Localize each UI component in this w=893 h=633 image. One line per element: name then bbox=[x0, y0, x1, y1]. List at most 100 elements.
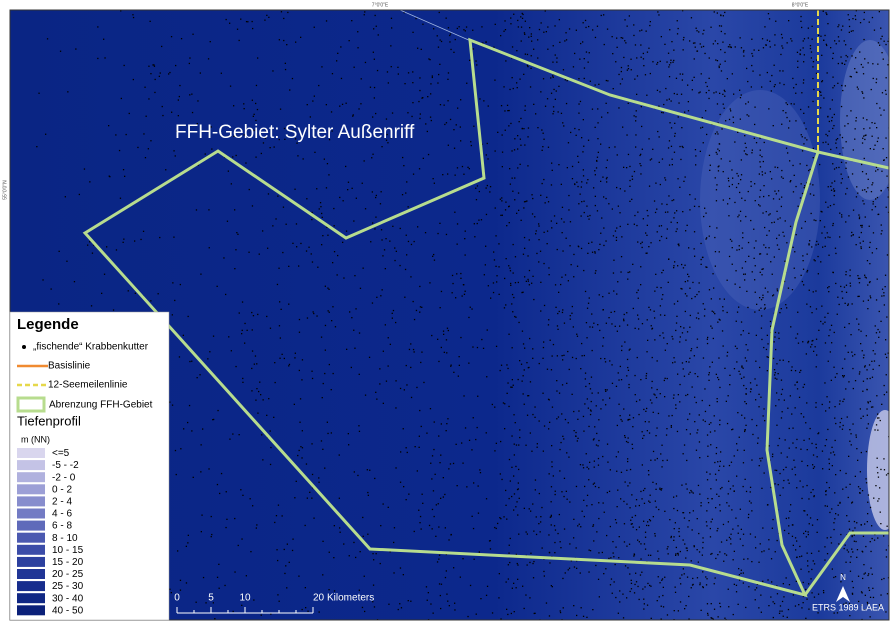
vessel-dot bbox=[288, 363, 291, 366]
vessel-dot bbox=[516, 212, 518, 214]
vessel-dot bbox=[772, 453, 774, 455]
vessel-dot bbox=[311, 370, 313, 372]
vessel-dot bbox=[858, 329, 860, 331]
vessel-dot bbox=[627, 102, 629, 104]
vessel-dot bbox=[758, 607, 760, 609]
vessel-dot bbox=[721, 128, 723, 130]
vessel-dot bbox=[627, 567, 629, 569]
vessel-dot bbox=[812, 77, 814, 80]
vessel-dot bbox=[640, 44, 642, 46]
vessel-dot bbox=[83, 168, 86, 170]
vessel-dot bbox=[485, 187, 487, 189]
vessel-dot bbox=[799, 371, 801, 373]
vessel-dot bbox=[647, 215, 649, 217]
vessel-dot bbox=[575, 357, 577, 360]
vessel-dot bbox=[774, 190, 776, 192]
vessel-dot bbox=[191, 111, 194, 114]
vessel-dot bbox=[873, 539, 876, 541]
vessel-dot bbox=[878, 11, 880, 13]
vessel-dot bbox=[733, 583, 735, 585]
vessel-dot bbox=[859, 488, 861, 490]
vessel-dot bbox=[373, 58, 375, 60]
vessel-dot bbox=[366, 469, 368, 471]
vessel-dot bbox=[560, 112, 563, 114]
vessel-dot bbox=[679, 336, 681, 338]
north-arrow: N bbox=[836, 573, 850, 602]
vessel-dot bbox=[616, 46, 618, 48]
vessel-dot bbox=[783, 399, 785, 401]
vessel-dot bbox=[717, 43, 719, 45]
vessel-dot bbox=[496, 281, 498, 283]
vessel-dot bbox=[674, 586, 676, 588]
vessel-dot bbox=[618, 557, 620, 559]
vessel-dot bbox=[669, 519, 671, 521]
vessel-dot bbox=[822, 323, 824, 325]
vessel-dot bbox=[621, 420, 623, 422]
vessel-dot bbox=[525, 594, 527, 596]
vessel-dot bbox=[412, 173, 415, 175]
vessel-dot bbox=[576, 440, 578, 442]
vessel-dot bbox=[328, 589, 330, 591]
vessel-dot bbox=[251, 390, 253, 392]
vessel-dot bbox=[737, 175, 739, 177]
vessel-dot bbox=[538, 28, 541, 31]
vessel-dot bbox=[723, 298, 725, 300]
vessel-dot bbox=[169, 401, 171, 403]
vessel-dot bbox=[372, 51, 374, 53]
vessel-dot bbox=[652, 61, 654, 63]
vessel-dot bbox=[431, 528, 433, 530]
vessel-dot bbox=[811, 568, 813, 571]
vessel-dot bbox=[691, 79, 693, 81]
vessel-dot bbox=[389, 240, 391, 242]
vessel-dot bbox=[270, 133, 272, 135]
vessel-dot bbox=[833, 331, 835, 334]
vessel-dot bbox=[645, 232, 647, 234]
vessel-dot bbox=[319, 202, 322, 204]
vessel-dot bbox=[288, 303, 290, 305]
vessel-dot bbox=[444, 123, 446, 126]
vessel-dot bbox=[728, 185, 730, 188]
vessel-dot bbox=[812, 100, 814, 103]
vessel-dot bbox=[436, 35, 438, 37]
vessel-dot bbox=[548, 399, 550, 401]
vessel-dot bbox=[766, 334, 768, 336]
vessel-dot bbox=[812, 467, 815, 469]
vessel-dot bbox=[622, 126, 624, 128]
vessel-dot bbox=[833, 203, 835, 206]
vessel-dot bbox=[801, 227, 803, 229]
vessel-dot bbox=[816, 354, 818, 356]
vessel-dot bbox=[709, 431, 712, 433]
vessel-dot bbox=[588, 25, 590, 28]
vessel-dot bbox=[780, 33, 783, 36]
vessel-dot bbox=[807, 106, 810, 108]
vessel-dot bbox=[513, 582, 515, 584]
vessel-dot bbox=[831, 508, 833, 510]
vessel-dot bbox=[403, 165, 405, 167]
vessel-dot bbox=[174, 155, 176, 157]
vessel-dot bbox=[475, 187, 477, 189]
vessel-dot bbox=[609, 525, 611, 528]
vessel-dot bbox=[661, 578, 664, 580]
vessel-dot bbox=[600, 14, 602, 17]
vessel-dot bbox=[618, 403, 620, 405]
vessel-dot bbox=[515, 444, 518, 446]
vessel-dot bbox=[376, 398, 378, 400]
vessel-dot bbox=[343, 277, 345, 279]
vessel-dot bbox=[805, 128, 807, 130]
vessel-dot bbox=[722, 523, 725, 526]
vessel-dot bbox=[508, 109, 510, 112]
vessel-dot bbox=[695, 401, 697, 404]
vessel-dot bbox=[532, 413, 534, 416]
vessel-dot bbox=[803, 383, 806, 386]
vessel-dot bbox=[875, 485, 877, 487]
vessel-dot bbox=[550, 585, 552, 587]
vessel-dot bbox=[435, 535, 437, 537]
vessel-dot bbox=[91, 252, 94, 254]
vessel-dot bbox=[560, 547, 562, 549]
vessel-dot bbox=[299, 398, 302, 400]
vessel-dot bbox=[676, 430, 679, 433]
vessel-dot bbox=[871, 525, 873, 527]
vessel-dot bbox=[673, 394, 675, 396]
vessel-dot bbox=[789, 395, 791, 397]
vessel-dot bbox=[150, 300, 152, 302]
